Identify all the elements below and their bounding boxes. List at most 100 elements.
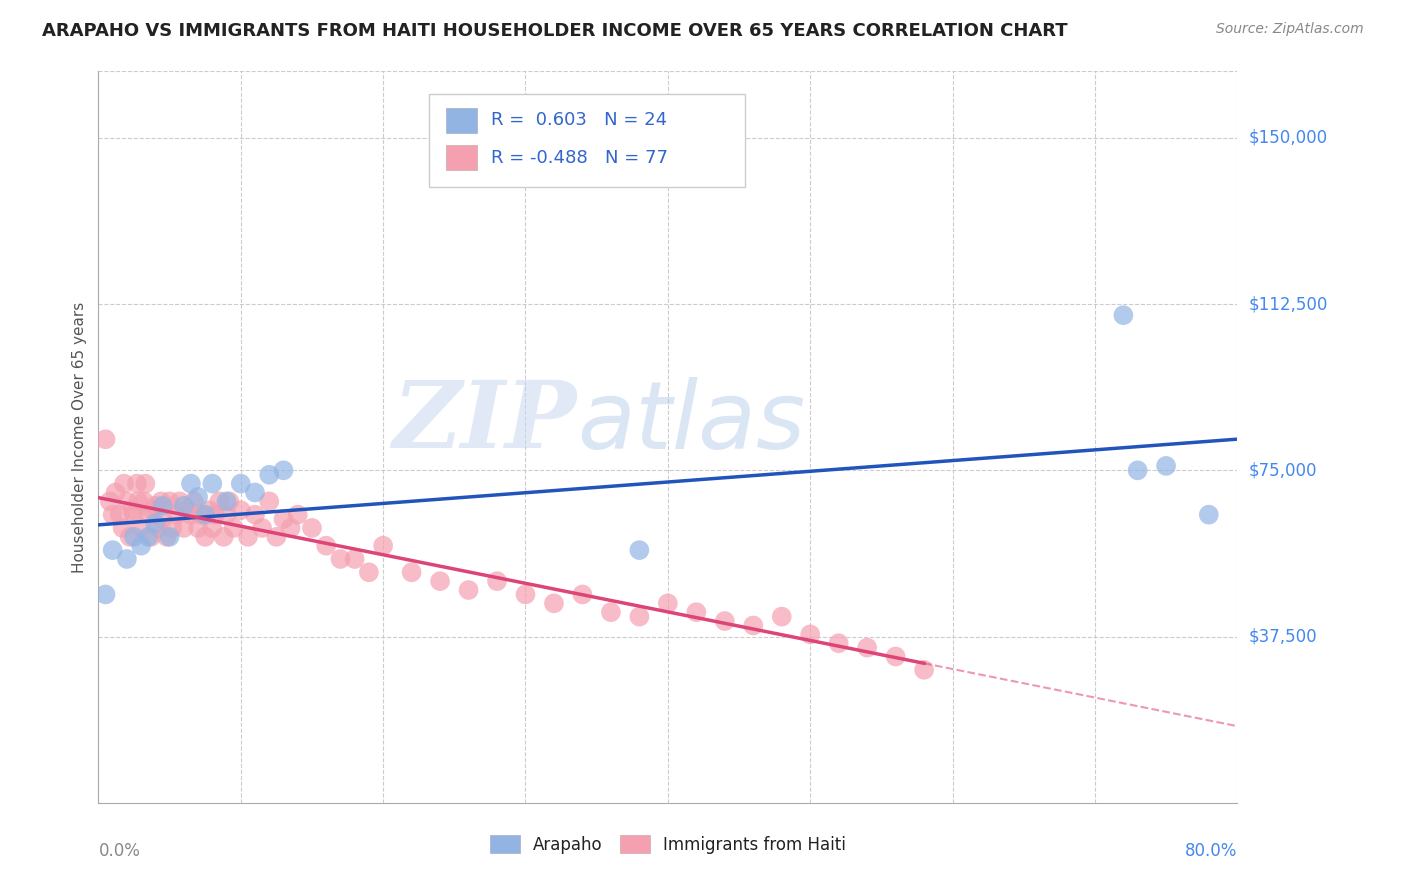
Point <box>152 499 174 513</box>
Point <box>215 508 238 522</box>
Point <box>166 508 188 522</box>
Legend: Arapaho, Immigrants from Haiti: Arapaho, Immigrants from Haiti <box>484 829 852 860</box>
Point <box>799 627 821 641</box>
Point <box>194 530 217 544</box>
Point <box>329 552 352 566</box>
Point <box>94 587 117 601</box>
Point <box>187 490 209 504</box>
Point <box>343 552 366 566</box>
Point <box>139 530 162 544</box>
Point <box>486 574 509 589</box>
Text: atlas: atlas <box>576 377 806 468</box>
Point <box>159 494 181 508</box>
Point <box>98 494 121 508</box>
Point <box>770 609 793 624</box>
Point <box>173 521 195 535</box>
Point <box>208 494 231 508</box>
Point <box>129 539 152 553</box>
Point <box>236 530 259 544</box>
Point <box>250 521 273 535</box>
Point <box>315 539 337 553</box>
Point <box>129 521 152 535</box>
Point <box>148 521 170 535</box>
Point <box>1126 463 1149 477</box>
Point <box>600 605 623 619</box>
Point <box>259 467 281 482</box>
Text: R =  0.603   N = 24: R = 0.603 N = 24 <box>491 112 666 129</box>
Point <box>190 508 212 522</box>
Point <box>229 476 252 491</box>
Point <box>145 499 167 513</box>
Point <box>173 499 195 513</box>
Point <box>134 476 156 491</box>
Point <box>169 494 191 508</box>
Point <box>1112 308 1135 322</box>
Point <box>94 432 117 446</box>
Point <box>259 494 281 508</box>
Text: 0.0%: 0.0% <box>98 842 141 860</box>
Point <box>912 663 935 677</box>
Text: R = -0.488   N = 77: R = -0.488 N = 77 <box>491 149 668 167</box>
Point <box>856 640 879 655</box>
Text: $112,500: $112,500 <box>1249 295 1327 313</box>
Point <box>243 508 266 522</box>
Point <box>180 508 202 522</box>
Point <box>115 494 138 508</box>
Point <box>194 508 217 522</box>
Point <box>457 582 479 597</box>
Point <box>112 476 135 491</box>
Point <box>301 521 323 535</box>
Point <box>215 494 238 508</box>
Point <box>401 566 423 580</box>
Point <box>657 596 679 610</box>
Point <box>162 521 184 535</box>
Point <box>218 494 240 508</box>
Point <box>742 618 765 632</box>
Point <box>571 587 593 601</box>
Point <box>266 530 288 544</box>
Point <box>280 521 302 535</box>
Point <box>111 521 134 535</box>
Point <box>204 508 226 522</box>
Text: Source: ZipAtlas.com: Source: ZipAtlas.com <box>1216 22 1364 37</box>
Text: $37,500: $37,500 <box>1249 628 1317 646</box>
Point <box>121 503 143 517</box>
Point <box>145 516 167 531</box>
Point <box>685 605 707 619</box>
Point <box>115 552 138 566</box>
Point <box>136 508 159 522</box>
Point <box>357 566 380 580</box>
Point <box>373 539 395 553</box>
Point <box>828 636 851 650</box>
Point <box>108 508 131 522</box>
Point <box>628 609 651 624</box>
Text: ARAPAHO VS IMMIGRANTS FROM HAITI HOUSEHOLDER INCOME OVER 65 YEARS CORRELATION CH: ARAPAHO VS IMMIGRANTS FROM HAITI HOUSEHO… <box>42 22 1067 40</box>
Point <box>152 512 174 526</box>
Point <box>884 649 907 664</box>
Point <box>714 614 737 628</box>
Point <box>125 476 148 491</box>
Point <box>127 494 149 508</box>
Point <box>101 543 124 558</box>
Point <box>150 494 173 508</box>
Point <box>180 476 202 491</box>
Point <box>101 508 124 522</box>
Point <box>429 574 451 589</box>
Point <box>122 530 145 544</box>
Point <box>212 530 235 544</box>
Point <box>187 521 209 535</box>
Point <box>132 494 155 508</box>
Text: 80.0%: 80.0% <box>1185 842 1237 860</box>
Point <box>515 587 537 601</box>
Point <box>136 530 159 544</box>
Point <box>273 463 295 477</box>
Point <box>159 530 181 544</box>
Point <box>176 503 198 517</box>
Y-axis label: Householder Income Over 65 years: Householder Income Over 65 years <box>72 301 87 573</box>
Point <box>118 530 141 544</box>
Point <box>273 512 295 526</box>
Point <box>183 494 205 508</box>
Point <box>222 521 245 535</box>
Point <box>156 530 179 544</box>
Point <box>141 503 163 517</box>
